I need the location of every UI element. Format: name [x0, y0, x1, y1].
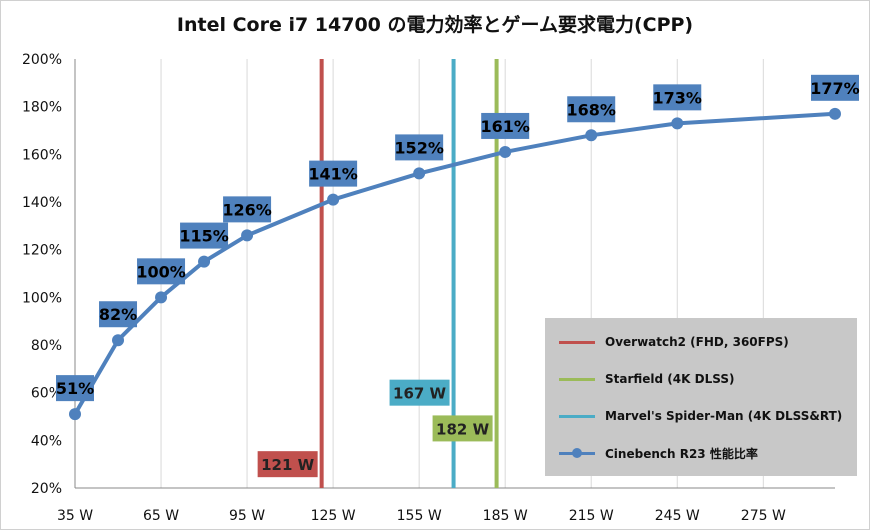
data-label: 177% [810, 79, 859, 98]
data-label: 126% [222, 200, 271, 219]
marker-label: 121 W [261, 456, 315, 474]
data-point [69, 408, 81, 421]
legend-item-overwatch2: Overwatch2 (FHD, 360FPS) [545, 332, 857, 352]
data-label: 168% [567, 100, 616, 119]
x-tick-label: 155 W [397, 508, 442, 524]
marker-label-box [389, 379, 450, 406]
y-tick-label: 200% [22, 52, 62, 68]
data-label-box [653, 84, 702, 111]
data-label: 152% [394, 138, 443, 157]
data-label: 161% [480, 117, 529, 136]
marker-label: 167 W [393, 385, 447, 403]
y-tick-label: 160% [22, 147, 62, 163]
data-label-box [309, 160, 358, 187]
y-tick-label: 180% [22, 100, 62, 116]
y-tick-label: 120% [22, 243, 62, 259]
data-point [327, 193, 340, 206]
chart-title: Intel Core i7 14700 の電力効率とゲーム要求電力(CPP) [176, 14, 694, 36]
legend-item-cinebench: Cinebench R23 性能比率 [545, 443, 857, 463]
marker-label-box [257, 451, 318, 478]
legend-swatch-cinebench [555, 443, 599, 463]
legend-item-spider-man: Marvel's Spider-Man (4K DLSS&RT) [545, 406, 857, 426]
marker-label-box [432, 415, 493, 442]
data-point [671, 117, 684, 130]
data-label: 51% [56, 379, 94, 398]
data-point [241, 229, 254, 242]
data-label: 115% [179, 227, 228, 246]
data-point [829, 107, 841, 120]
legend-label-cinebench: Cinebench R23 性能比率 [605, 446, 758, 461]
y-tick-label: 60% [31, 386, 62, 402]
data-label: 141% [308, 165, 357, 184]
data-label: 82% [99, 305, 137, 324]
legend-swatch-starfield [555, 369, 599, 389]
y-tick-label: 80% [31, 338, 62, 354]
x-tick-label: 215 W [569, 508, 614, 524]
data-point [155, 291, 168, 304]
data-label-box [223, 196, 272, 223]
data-label-box [811, 74, 859, 101]
x-tick-label: 275 W [741, 508, 786, 524]
data-label-box [56, 375, 94, 402]
x-tick-label: 65 W [143, 508, 179, 524]
data-point [198, 255, 211, 268]
legend-label-starfield: Starfield (4K DLSS) [605, 372, 735, 386]
data-point [499, 145, 512, 158]
legend-label-spider-man: Marvel's Spider-Man (4K DLSS&RT) [605, 409, 843, 423]
x-tick-label: 245 W [655, 508, 700, 524]
y-tick-label: 40% [31, 433, 62, 449]
legend-swatch-spider-man [555, 406, 599, 426]
data-label-box [180, 222, 229, 249]
data-label-box [481, 112, 530, 139]
y-tick-label: 140% [22, 195, 62, 211]
x-tick-label: 95 W [229, 508, 265, 524]
legend-item-starfield: Starfield (4K DLSS) [545, 369, 857, 389]
legend: Overwatch2 (FHD, 360FPS) Starfield (4K D… [545, 318, 857, 476]
y-tick-label: 20% [31, 481, 62, 497]
data-label: 100% [136, 262, 185, 281]
y-tick-label: 100% [22, 290, 62, 306]
data-label-box [567, 96, 616, 123]
marker-label: 182 W [436, 420, 490, 438]
legend-swatch-overwatch2 [555, 332, 599, 352]
data-label-box [395, 134, 444, 161]
data-point [112, 334, 125, 347]
data-label: 173% [653, 88, 702, 107]
x-tick-label: 35 W [57, 508, 93, 524]
x-tick-label: 185 W [483, 508, 528, 524]
legend-label-overwatch2: Overwatch2 (FHD, 360FPS) [605, 335, 789, 349]
x-tick-label: 125 W [311, 508, 356, 524]
data-point [585, 129, 598, 142]
data-point [413, 167, 426, 180]
data-label-box [137, 258, 186, 285]
data-label-box [99, 301, 138, 328]
